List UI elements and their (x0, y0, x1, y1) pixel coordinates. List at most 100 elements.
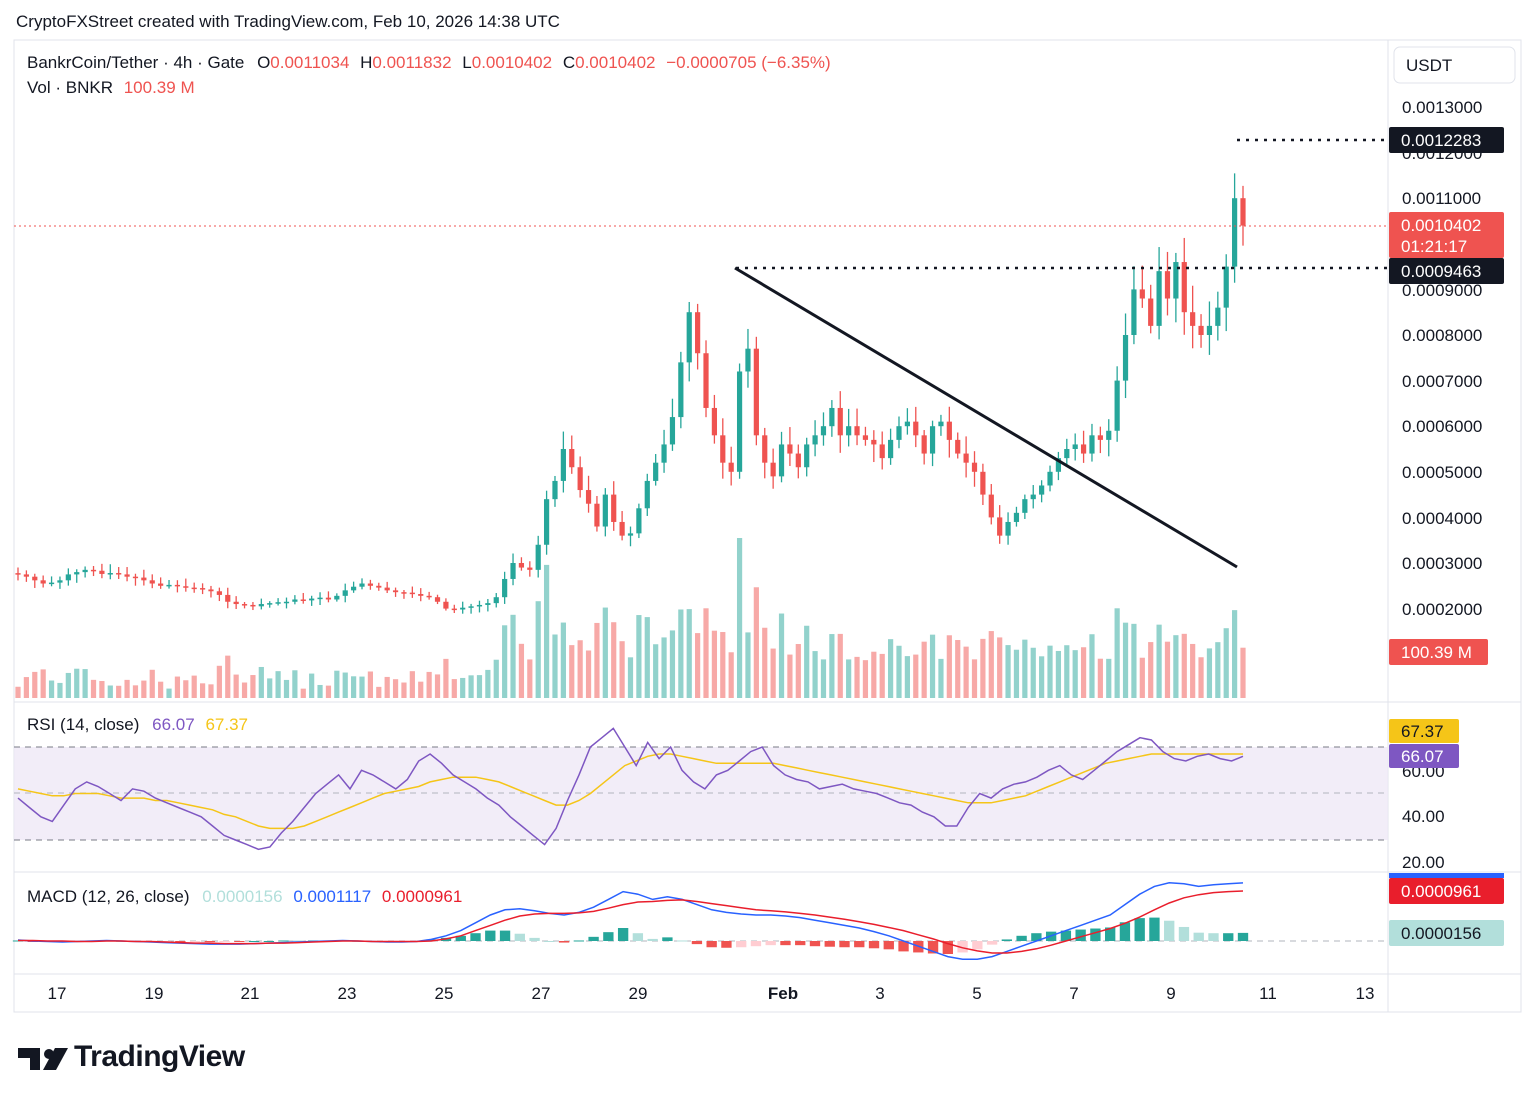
candle-body (493, 597, 499, 604)
macd-histogram-bar (603, 932, 614, 941)
volume-bar (1064, 645, 1070, 698)
price-axis[interactable]: 0.0013000 0.0012000 0.0011000 0.0009000 … (1402, 98, 1482, 619)
candle-body (1190, 312, 1196, 326)
macd-histogram-bar (573, 940, 585, 942)
volume-bar (40, 669, 46, 698)
volume-bar (527, 659, 533, 698)
volume-bar (577, 640, 583, 698)
volume-bar (275, 671, 281, 698)
volume-bar (65, 672, 71, 698)
descending-trendline[interactable] (734, 266, 1238, 569)
volume-bar (812, 651, 818, 698)
time-tick: 11 (1259, 984, 1277, 1003)
candle-body (40, 580, 46, 584)
candle-body (1089, 435, 1095, 454)
high-marker-label: 0.0012283 (1401, 131, 1481, 150)
change-value: −0.0000705 (−6.35%) (666, 53, 831, 72)
volume-bar (283, 679, 290, 698)
volume-bar (132, 685, 139, 698)
candle-body (90, 569, 97, 572)
signal-badge (1389, 878, 1504, 904)
volume-bar (166, 688, 172, 698)
low-label: L (462, 53, 472, 72)
candle-body (241, 604, 248, 606)
macd-histogram-bar (957, 941, 968, 953)
candle-body (1206, 325, 1213, 335)
candle-body (577, 467, 583, 491)
candle-body (116, 573, 122, 575)
rsi-ma-badge (1389, 719, 1459, 743)
candle-body (879, 444, 885, 459)
macd-histogram-bar (1208, 933, 1219, 941)
rsi-label[interactable]: RSI (14, close) (27, 715, 140, 734)
candle-body (904, 421, 910, 427)
volume-bar (199, 683, 206, 698)
macd-histogram-bar (234, 941, 245, 942)
candle-body (602, 494, 608, 527)
candle-body (132, 576, 139, 579)
volume-bar (695, 633, 701, 698)
volume-bar (1106, 658, 1112, 698)
volume-bar (57, 682, 63, 698)
candle-body (980, 471, 986, 495)
volume-bar (1139, 657, 1145, 698)
time-tick: 5 (972, 984, 981, 1003)
candle-body (1097, 435, 1103, 440)
candle-body (653, 462, 659, 481)
last-price-badge (1389, 212, 1504, 258)
candle-body (74, 572, 80, 575)
candle-body (846, 426, 852, 436)
volume-bar (325, 685, 332, 698)
time-tick: 9 (1166, 984, 1175, 1003)
candle-body (418, 594, 424, 596)
time-tick: 23 (338, 984, 357, 1003)
candle-body (812, 435, 818, 445)
currency-button[interactable] (1393, 46, 1516, 84)
candle-body (971, 462, 978, 472)
candle-body (1022, 499, 1028, 513)
volume-label[interactable]: Vol · BNKR (27, 78, 113, 97)
volume-bar (913, 654, 919, 698)
volume-bar (871, 651, 877, 698)
volume-bar (888, 639, 894, 698)
candle-body (1122, 335, 1129, 381)
time-tick: 21 (241, 984, 260, 1003)
tradingview-brand: TradingView (74, 1040, 245, 1073)
rsi-ma-line (17, 753, 1243, 830)
candle-body (535, 544, 541, 570)
volume-bar (963, 646, 969, 698)
chart-frame (13, 39, 1522, 1013)
macd-histogram-bar (795, 941, 806, 946)
tradingview-logo-icon (18, 1048, 68, 1070)
volume-bar (342, 672, 348, 698)
macd-line-value: 0.0001117 (293, 887, 372, 906)
candle-body (510, 563, 516, 579)
candle-body (57, 580, 63, 583)
macd-histogram-bar (1164, 920, 1175, 941)
time-axis[interactable]: 17 19 21 23 25 27 29 Feb 3 5 7 9 11 13 (48, 984, 1375, 1003)
candle-body (107, 573, 113, 575)
candle-body (292, 599, 298, 602)
symbol-title[interactable]: BankrCoin/Tether · 4h · Gate (27, 53, 245, 72)
candle-body (837, 407, 843, 436)
volume-bar (82, 669, 88, 698)
volume-bar (258, 666, 264, 698)
volume-bar (938, 658, 944, 698)
macd-legend: MACD (12, 26, close) 0.0000156 0.0001117… (27, 887, 462, 907)
volume-bar (971, 659, 978, 698)
candle-body (728, 462, 734, 472)
rsi-badge (1389, 744, 1459, 768)
candle-body (627, 533, 634, 536)
candle-body (1114, 380, 1120, 431)
histogram-badge (1389, 920, 1504, 946)
volume-bar (619, 641, 625, 698)
volume-bar (569, 645, 575, 698)
macd-histogram-bar (529, 937, 540, 941)
macd-line-badge (1389, 873, 1504, 878)
candle-body (1064, 449, 1070, 459)
macd-histogram-bar (736, 941, 747, 948)
macd-label[interactable]: MACD (12, 26, close) (27, 887, 190, 906)
rsi-plot (17, 727, 1244, 851)
candle-body (342, 590, 348, 596)
